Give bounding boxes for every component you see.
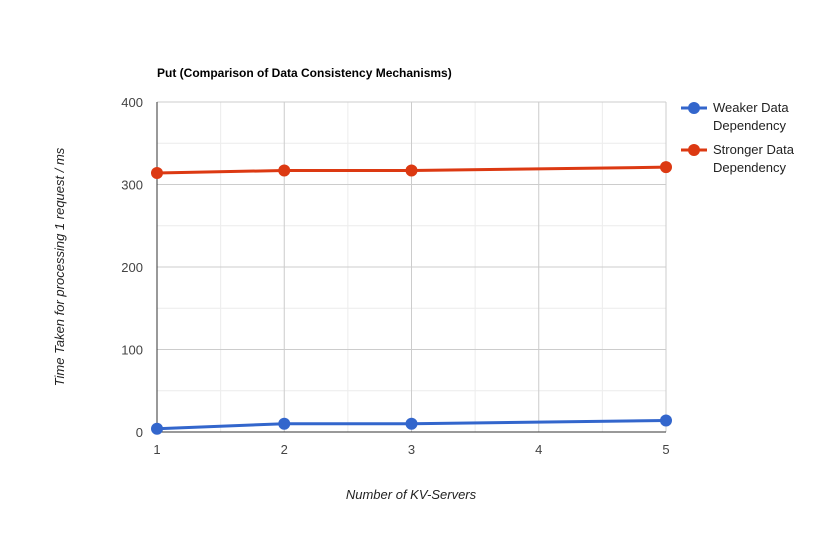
x-tick-label: 4 [535, 442, 542, 457]
data-point [660, 414, 672, 427]
legend-marker [688, 102, 700, 114]
series-line-1 [155, 418, 668, 431]
x-axis-ticks: 1 2 3 4 5 [153, 442, 669, 457]
y-axis-ticks: 0 100 200 300 400 [121, 95, 143, 440]
y-tick-label: 0 [136, 425, 143, 440]
legend-marker [688, 144, 700, 156]
plot-grid [157, 101, 667, 432]
x-tick-label: 3 [408, 442, 415, 457]
plot-axes [156, 102, 666, 433]
y-axis-title: Time Taken for processing 1 request / ms [52, 147, 67, 386]
data-point [660, 161, 672, 174]
data-point [151, 422, 163, 435]
series-lines [151, 161, 672, 435]
data-point [151, 166, 163, 179]
y-tick-label: 400 [121, 95, 143, 110]
x-tick-label: 2 [281, 442, 288, 457]
chart-title: Put (Comparison of Data Consistency Mech… [157, 66, 452, 80]
data-point [405, 164, 418, 177]
data-point [405, 417, 418, 430]
y-tick-label: 100 [121, 343, 143, 358]
x-tick-label: 1 [153, 442, 160, 457]
series-line-2 [155, 165, 668, 175]
legend-label: Weaker Data [713, 100, 789, 115]
y-tick-label: 300 [121, 178, 143, 193]
x-axis-title: Number of KV-Servers [346, 487, 477, 502]
y-tick-label: 200 [121, 260, 143, 275]
data-point [278, 417, 291, 430]
legend-label: Dependency [713, 118, 786, 133]
legend-label: Dependency [713, 160, 786, 175]
legend-label: Stronger Data [713, 142, 795, 157]
data-point [278, 164, 291, 177]
legend: Weaker Data Dependency Stronger Data Depend… [681, 100, 795, 175]
x-tick-label: 5 [662, 442, 669, 457]
